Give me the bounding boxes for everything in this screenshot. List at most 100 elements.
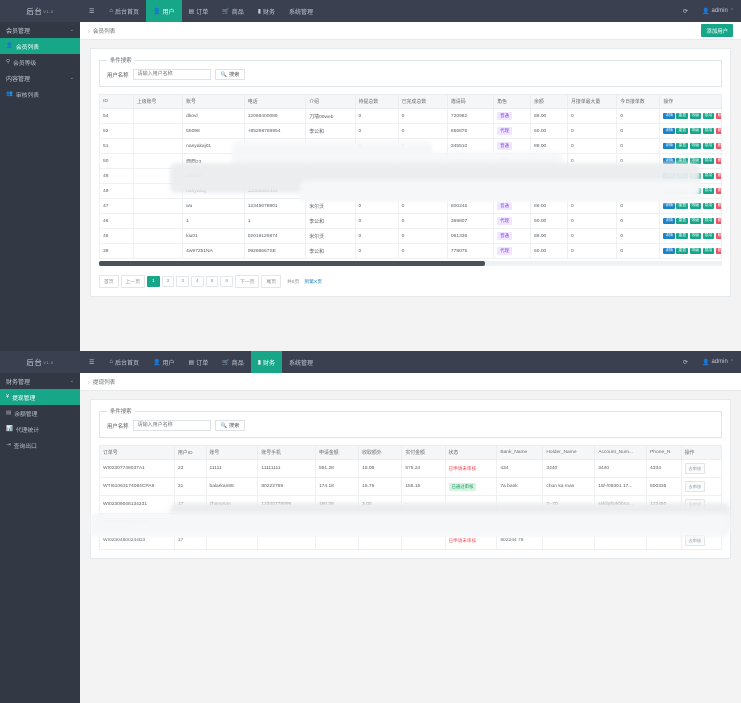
scrollbar-thumb[interactable] xyxy=(99,261,486,266)
page-first-button[interactable]: 首页 xyxy=(99,275,119,288)
nav-item-finance[interactable]: ▮ 财务 xyxy=(250,351,283,373)
level-button[interactable]: 等级 xyxy=(689,172,702,180)
brand-logo[interactable]: 后台 V1.0 xyxy=(0,0,80,22)
detail-button[interactable]: 详情 xyxy=(663,187,675,195)
detail-button[interactable]: 详情 xyxy=(663,127,675,135)
level-button[interactable]: 等级 xyxy=(689,157,702,165)
reset-button[interactable]: 重置 xyxy=(676,112,689,120)
page-number-5[interactable]: 5 xyxy=(205,276,219,287)
page-next-button[interactable]: 下一页 xyxy=(235,275,260,288)
audit-button[interactable]: 去审核 xyxy=(684,517,706,528)
search-input[interactable] xyxy=(132,69,211,80)
delete-button[interactable]: 删除 xyxy=(715,127,721,135)
audit-button[interactable]: 去审核 xyxy=(684,499,706,510)
delete-button[interactable]: 删除 xyxy=(715,217,721,225)
reset-button[interactable]: 重置 xyxy=(676,142,689,150)
delete-button[interactable]: 删除 xyxy=(715,202,721,210)
sidebar-item-member-level[interactable]: ⚲ 会员等级 xyxy=(0,54,80,70)
detail-button[interactable]: 详情 xyxy=(663,202,675,210)
nav-item-home[interactable]: ⌂ 后台首页 xyxy=(102,351,146,373)
nav-item-system[interactable]: 系统管理 xyxy=(282,0,320,22)
disable-button[interactable]: 禁用 xyxy=(702,157,715,165)
level-button[interactable]: 等级 xyxy=(689,187,702,195)
delete-button[interactable]: 删除 xyxy=(715,232,721,240)
nav-item-products[interactable]: 🛒 商品 xyxy=(215,0,251,22)
sidebar-item-query-export[interactable]: ⇥ 查询出口 xyxy=(0,437,80,453)
level-button[interactable]: 等级 xyxy=(689,142,702,150)
reset-button[interactable]: 重置 xyxy=(676,232,689,240)
level-button[interactable]: 等级 xyxy=(689,217,702,225)
detail-button[interactable]: 详情 xyxy=(663,112,675,120)
page-number-1[interactable]: 1 xyxy=(147,276,160,287)
sidebar-item-review-list[interactable]: 👥 审核列表 xyxy=(0,86,80,102)
page-number-4[interactable]: 4 xyxy=(191,276,204,287)
reset-button[interactable]: 重置 xyxy=(676,247,689,255)
delete-button[interactable]: 删除 xyxy=(715,247,721,255)
sidebar-item-balance-mgmt[interactable]: ▤ 余额管理 xyxy=(0,405,80,421)
disable-button[interactable]: 禁用 xyxy=(702,217,715,225)
disable-button[interactable]: 禁用 xyxy=(702,142,715,150)
nav-item-orders[interactable]: ▤ 订单 xyxy=(182,351,216,373)
sidebar-item-member-list[interactable]: 👤 会员列表 xyxy=(0,38,80,54)
delete-button[interactable]: 删除 xyxy=(715,187,721,195)
detail-button[interactable]: 详情 xyxy=(663,232,675,240)
reset-button[interactable]: 重置 xyxy=(676,187,689,195)
level-button[interactable]: 等级 xyxy=(689,247,702,255)
audit-button[interactable]: 去审核 xyxy=(684,535,706,546)
reset-button[interactable]: 重置 xyxy=(676,202,689,210)
page-number-6[interactable]: 6 xyxy=(220,276,234,287)
user-menu[interactable]: 👤 admin ⌃ xyxy=(695,8,741,15)
level-button[interactable]: 等级 xyxy=(689,202,702,210)
page-jump-link[interactable]: 到第X页 xyxy=(304,280,322,285)
reset-button[interactable]: 重置 xyxy=(676,172,689,180)
page-number-3[interactable]: 3 xyxy=(176,276,190,287)
user-menu[interactable]: 👤 admin ⌃ xyxy=(695,359,741,366)
delete-button[interactable]: 删除 xyxy=(715,142,721,150)
sidebar-item-agent-stats[interactable]: 📊 代理统计 xyxy=(0,421,80,437)
delete-button[interactable]: 删除 xyxy=(715,172,721,180)
disable-button[interactable]: 禁用 xyxy=(702,202,715,210)
page-prev-button[interactable]: 上一页 xyxy=(120,275,146,288)
audit-button[interactable]: 去审核 xyxy=(684,463,706,474)
page-number-2[interactable]: 2 xyxy=(161,276,175,287)
delete-button[interactable]: 删除 xyxy=(715,112,721,120)
horizontal-scrollbar[interactable] xyxy=(99,261,722,266)
disable-button[interactable]: 禁用 xyxy=(702,232,715,240)
reset-button[interactable]: 重置 xyxy=(676,217,689,225)
sidebar-group-finance-mgmt[interactable]: 财务管理 ⌄ xyxy=(0,373,80,389)
level-button[interactable]: 等级 xyxy=(689,232,702,240)
disable-button[interactable]: 禁用 xyxy=(702,127,715,135)
detail-button[interactable]: 详情 xyxy=(663,247,675,255)
bars-icon[interactable]: ☰ xyxy=(89,8,95,15)
detail-button[interactable]: 详情 xyxy=(663,142,675,150)
level-button[interactable]: 等级 xyxy=(689,127,702,135)
level-button[interactable]: 等级 xyxy=(689,112,702,120)
search-input[interactable] xyxy=(132,420,211,431)
sidebar-item-withdrawal-mgmt[interactable]: ¥ 提现管理 xyxy=(0,389,80,405)
disable-button[interactable]: 禁用 xyxy=(702,247,715,255)
disable-button[interactable]: 禁用 xyxy=(702,172,715,180)
refresh-icon[interactable]: ⟳ xyxy=(682,359,688,366)
nav-item-users[interactable]: 👤 用户 xyxy=(146,351,182,373)
sidebar-group-content-mgmt[interactable]: 内容管理 ⌄ xyxy=(0,70,80,86)
detail-button[interactable]: 详情 xyxy=(663,157,675,165)
detail-button[interactable]: 详情 xyxy=(663,172,675,180)
audit-button[interactable]: 去审核 xyxy=(684,481,706,492)
page-last-button[interactable]: 尾页 xyxy=(261,275,282,288)
bars-icon[interactable]: ☰ xyxy=(89,359,95,366)
delete-button[interactable]: 删除 xyxy=(715,157,721,165)
nav-item-system[interactable]: 系统管理 xyxy=(282,351,320,373)
disable-button[interactable]: 禁用 xyxy=(702,112,715,120)
nav-item-finance[interactable]: ▮ 财务 xyxy=(251,0,282,22)
sidebar-group-member-mgmt[interactable]: 会员管理 ⌄ xyxy=(0,22,80,38)
nav-item-users[interactable]: 👤 用户 xyxy=(146,0,182,22)
refresh-icon[interactable]: ⟳ xyxy=(682,8,688,15)
brand-logo[interactable]: 后台 V1.0 xyxy=(0,351,80,373)
search-button[interactable]: 🔍 搜索 xyxy=(214,69,246,80)
reset-button[interactable]: 重置 xyxy=(676,157,689,165)
nav-item-orders[interactable]: ▤ 订单 xyxy=(182,0,216,22)
detail-button[interactable]: 详情 xyxy=(663,217,675,225)
search-button[interactable]: 🔍 搜索 xyxy=(214,420,246,431)
nav-item-home[interactable]: ⌂ 后台首页 xyxy=(102,0,146,22)
disable-button[interactable]: 禁用 xyxy=(702,187,715,195)
